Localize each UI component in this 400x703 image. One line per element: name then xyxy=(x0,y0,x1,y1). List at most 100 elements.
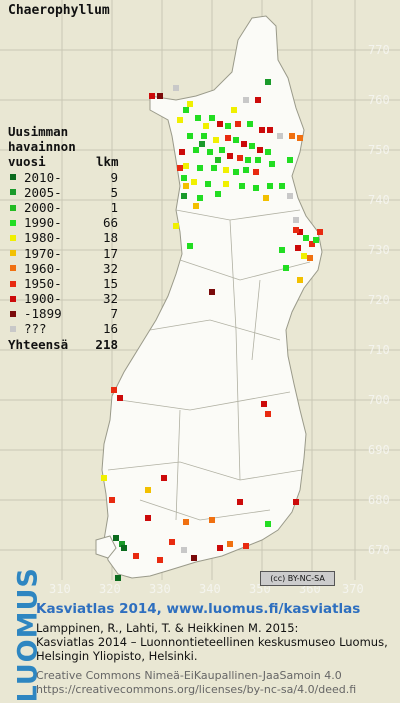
observation-marker xyxy=(253,169,259,175)
observation-marker xyxy=(263,195,269,201)
observation-marker xyxy=(199,141,205,147)
legend-title-line-1: Uusimman xyxy=(8,124,69,139)
observation-marker xyxy=(235,121,241,127)
finland-outline xyxy=(101,15,323,579)
observation-marker xyxy=(211,165,217,171)
legend-swatch xyxy=(10,310,16,317)
observation-marker xyxy=(231,107,237,113)
observation-marker xyxy=(265,149,271,155)
footer xyxy=(0,595,400,702)
observation-marker xyxy=(191,179,197,185)
x-tick-label: 310 xyxy=(49,582,71,595)
observation-marker xyxy=(253,185,259,191)
atlas-title-link[interactable]: Kasviatlas 2014, www.luomus.fi/kasviatla… xyxy=(36,601,361,617)
y-tick-label: 710 xyxy=(368,343,390,357)
aland-islands xyxy=(95,535,117,559)
license-url[interactable]: https://creativecommons.org/licenses/by-… xyxy=(36,683,357,696)
observation-marker xyxy=(161,475,167,481)
observation-marker xyxy=(209,115,215,121)
observation-marker xyxy=(255,97,261,103)
observation-marker xyxy=(243,167,249,173)
legend-title-line-2: havainnon xyxy=(8,139,76,155)
y-tick-label: 730 xyxy=(368,243,390,257)
observation-marker xyxy=(181,547,187,553)
observation-marker xyxy=(293,217,299,223)
legend-count: 5 xyxy=(110,184,118,200)
observation-marker xyxy=(207,149,213,155)
observation-marker xyxy=(283,265,289,271)
observation-marker xyxy=(261,401,267,407)
observation-marker xyxy=(111,387,117,393)
observation-marker xyxy=(223,167,229,173)
observation-marker xyxy=(115,575,121,581)
observation-marker xyxy=(267,183,273,189)
y-tick-label: 740 xyxy=(368,193,390,207)
observation-marker xyxy=(301,253,307,259)
observation-marker xyxy=(213,137,219,143)
legend-year: 1950- xyxy=(24,275,62,291)
observation-marker xyxy=(227,153,233,159)
observation-marker xyxy=(195,115,201,121)
observation-marker xyxy=(257,147,263,153)
observation-marker xyxy=(243,543,249,549)
observation-marker xyxy=(217,121,223,127)
observation-marker xyxy=(109,497,115,503)
legend-count: 1 xyxy=(110,199,118,215)
legend-count: 7 xyxy=(110,306,118,322)
observation-marker xyxy=(245,157,251,163)
citation-line-2: Kasviatlas 2014 – Luonnontieteellinen ke… xyxy=(36,635,388,649)
observation-marker xyxy=(227,541,233,547)
legend-year: 2010- xyxy=(24,169,62,185)
observation-marker xyxy=(169,539,175,545)
observation-marker xyxy=(173,223,179,229)
observation-marker xyxy=(191,555,197,561)
legend-count: 18 xyxy=(102,230,118,246)
y-tick-label: 760 xyxy=(368,93,390,107)
observation-marker xyxy=(309,241,315,247)
observation-marker xyxy=(177,117,183,123)
observation-marker xyxy=(269,161,275,167)
observation-marker xyxy=(293,499,299,505)
observation-marker xyxy=(193,147,199,153)
legend-swatch xyxy=(10,250,16,257)
legend-col-year: vuosi xyxy=(8,154,46,170)
observation-marker xyxy=(101,475,107,481)
legend-year: 1990- xyxy=(24,215,62,231)
observation-marker xyxy=(219,147,225,153)
citation-line-3: Helsingin Yliopisto, Helsinki. xyxy=(36,649,198,663)
observation-marker xyxy=(121,545,127,551)
observation-marker xyxy=(293,227,299,233)
legend-count: 66 xyxy=(102,215,118,231)
legend-row: 1980- 18 xyxy=(8,230,119,245)
observation-marker xyxy=(249,143,255,149)
license-badge[interactable]: (cc) BY-NC-SA xyxy=(260,571,335,586)
observation-marker xyxy=(181,193,187,199)
observation-marker xyxy=(267,127,273,133)
observation-marker xyxy=(237,499,243,505)
legend-row: -1899 7 xyxy=(8,306,119,321)
observation-marker xyxy=(255,157,261,163)
observation-marker xyxy=(145,515,151,521)
legend-count: 15 xyxy=(102,275,118,291)
legend-swatch xyxy=(10,189,16,196)
observation-marker xyxy=(119,541,125,547)
y-tick-label: 750 xyxy=(368,143,390,157)
observation-marker xyxy=(201,133,207,139)
legend-swatch xyxy=(10,204,16,211)
observation-marker xyxy=(117,395,123,401)
legend-year: 2000- xyxy=(24,199,62,215)
distribution-map: 310 320 330 340 350 360 3707707607507407307207… xyxy=(0,0,400,595)
observation-marker xyxy=(297,135,303,141)
observation-marker xyxy=(205,181,211,187)
legend-total-count: 218 xyxy=(95,336,118,352)
observation-marker xyxy=(183,107,189,113)
legend-col-count: lkm xyxy=(96,154,119,170)
observation-marker xyxy=(157,93,163,99)
legend-count: 32 xyxy=(102,260,118,276)
legend-row: 2005- 5 xyxy=(8,185,119,200)
observation-marker xyxy=(297,229,303,235)
observation-marker xyxy=(279,247,285,253)
y-tick-label: 770 xyxy=(368,43,390,57)
observation-marker xyxy=(179,149,185,155)
observation-marker xyxy=(225,123,231,129)
